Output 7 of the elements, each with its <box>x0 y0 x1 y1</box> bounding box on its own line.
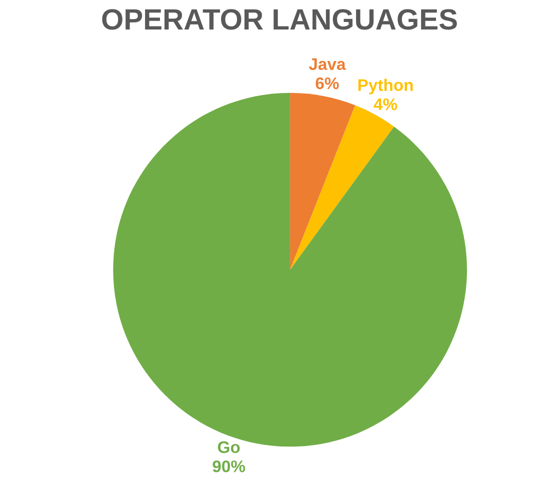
slice-label: Go <box>218 441 240 454</box>
data-label: 4% <box>374 98 398 110</box>
chart-title: OPERATOR LANGUAGES <box>102 9 457 30</box>
slice-label: Python <box>358 78 413 94</box>
slice-label: Java <box>308 58 346 70</box>
data-label: 6% <box>316 77 339 90</box>
data-label: 90% <box>212 460 246 472</box>
